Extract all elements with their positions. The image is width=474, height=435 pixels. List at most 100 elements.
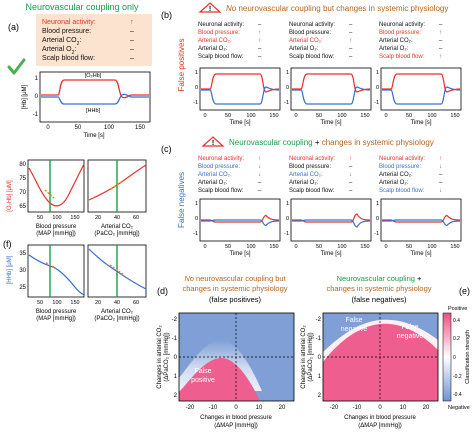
condition-symbol: – (258, 54, 262, 60)
ytick: -1 (374, 231, 379, 237)
xtick: 150 (360, 244, 369, 250)
xtick: 50 (225, 113, 231, 119)
condition-symbol: – (349, 30, 353, 36)
panel-a-xtick: 50 (75, 125, 82, 131)
left-o2hb-map-xtick: 150 (70, 215, 79, 221)
xtick: 100 (337, 244, 346, 250)
panel-a-xtick: 150 (135, 125, 146, 131)
condition-label: Neuronal activity: (289, 22, 335, 28)
o2hb-trace (292, 73, 371, 93)
panel-d-title-line3: (false positives) (209, 295, 262, 304)
panel-e-false-negative-region (323, 313, 438, 352)
panel-a-condition-label: Neuronal activity: (42, 19, 96, 26)
panel-a-ytick: 0 (35, 94, 39, 100)
condition-label: Neuronal activity: (379, 22, 425, 28)
panel-a-condition-symbol: ↑ (130, 19, 134, 26)
ytick: 1 (376, 201, 379, 207)
panel-c-column: Neuronal activity: ↑ Blood pressure: ↓ Arter… (374, 156, 462, 257)
panel-d-xtick: -10 (209, 405, 218, 411)
xlabel: Time [s] (229, 120, 250, 126)
panel-d-title-no: No (184, 274, 194, 283)
panel-a: (a) Neurovascular coupling only Neuronal… (7, 2, 152, 139)
panel-b-label: (b) (161, 10, 172, 20)
colorbar-gradient (442, 312, 452, 402)
condition-symbol: ↑ (349, 156, 352, 162)
panel-b-title-rest: neurovascular coupling but changes in sy… (236, 4, 448, 13)
panel-d-title-line2: changes in systemic physiology (182, 284, 287, 293)
panel-b-columns: Neuronal activity: – Blood pressure: ↑ Arter… (193, 22, 462, 126)
panel-d-xtick: 20 (279, 405, 286, 411)
xlabel: Time [s] (229, 251, 250, 257)
ytick: 1 (195, 201, 198, 207)
panel-e-xtick: -10 (353, 405, 362, 411)
xtick: 50 (316, 244, 322, 250)
hhb-trace (292, 86, 371, 105)
left-o2hb-map-xlabel: Blood pressure (36, 224, 77, 230)
panel-e-ytick: -2 (316, 317, 322, 323)
condition-label: Scalp blood flow: (198, 188, 244, 194)
panel-a-condition-label: Blood pressure: (42, 28, 91, 35)
condition-label: Arterial O₂: (289, 46, 319, 52)
panel-d-xtick: 0 (234, 405, 238, 411)
left-o2hb-paco2-xtick: 40 (114, 215, 120, 221)
panel-e-ytick: 2 (318, 393, 322, 399)
condition-label: Arterial CO₂: (379, 172, 413, 178)
panel-a-condition-symbol: – (130, 28, 134, 35)
xlabel: Time [s] (320, 120, 341, 126)
condition-symbol: ↓ (439, 188, 442, 194)
left-hhb-map-xtick: 50 (37, 300, 43, 306)
panel-c-title-systemic: changes in systemic physiology (322, 138, 434, 147)
left-hhb-paco2-xtick: 40 (114, 300, 120, 306)
left-o2hb-map-curve (28, 163, 85, 207)
panel-d-ytick: -2 (172, 317, 178, 323)
left-hhb-paco2-slope (109, 264, 125, 276)
panel-d-label: (d) (157, 286, 168, 296)
panel-a-legend-o2hb: [O₂Hb] (85, 73, 102, 79)
condition-symbol: ↓ (258, 172, 261, 178)
condition-label: Blood pressure: (289, 164, 331, 170)
condition-label: Scalp blood flow: (198, 54, 244, 60)
condition-symbol: ↓ (349, 172, 352, 178)
ytick: 0 (376, 216, 379, 222)
o2hb-trace (382, 73, 461, 93)
panel-a-ytick: 1 (35, 76, 39, 82)
left-o2hb-ytick: 75 (19, 176, 26, 182)
svg-text:!: ! (212, 140, 214, 147)
time-series-plot (380, 67, 462, 111)
panel-d-xtick: -20 (186, 405, 195, 411)
left-o2hb-ytick: 70 (19, 190, 26, 196)
xtick: 50 (316, 113, 322, 119)
panel-d-xlabel: Changes in blood pressure (200, 415, 272, 421)
condition-symbol: – (258, 180, 262, 186)
hhb-trace (201, 86, 280, 105)
panel-e: Neurovascular coupling + changes in syst… (301, 274, 439, 429)
panel-a-condition-list: Neuronal activity: ↑ Blood pressure: – Arter… (42, 19, 134, 62)
panel-d-false-positive-region (179, 357, 260, 401)
condition-symbol: – (258, 22, 262, 28)
panel-c: (c) ! Neurovascular coupling + changes i… (161, 136, 462, 257)
ytick: -1 (284, 231, 289, 237)
panel-d-xlabel-unit: (ΔMAP [mmHg]) (214, 423, 258, 429)
left-o2hb-map-xtick: 100 (52, 215, 61, 221)
condition-label: Blood pressure: (198, 30, 240, 36)
condition-symbol: – (439, 180, 443, 186)
panel-a-xtick: 100 (104, 125, 115, 131)
xtick: 100 (337, 113, 346, 119)
time-series-plot (290, 67, 372, 111)
hhb-trace (292, 219, 371, 228)
xtick: 150 (269, 244, 278, 250)
panel-a-xlabel: Time [s] (83, 133, 104, 139)
left-o2hb-paco2-xtick: 20 (95, 215, 101, 221)
condition-label: Neuronal activity: (198, 156, 244, 162)
panel-e-xlabel-unit: (ΔMAP [mmHg]) (358, 423, 402, 429)
xlabel: Time [s] (410, 251, 431, 257)
panel-e-xlabel: Changes in blood pressure (344, 415, 416, 421)
panel-e-xtick: 10 (400, 405, 407, 411)
xtick: 0 (294, 113, 297, 119)
xtick: 100 (427, 244, 436, 250)
panel-a-ylabel: [Hb] [μM] (22, 84, 28, 109)
panel-a-condition-label: Arterial CO2: (42, 37, 81, 47)
colorbar-title: Classification strength (465, 330, 471, 384)
condition-symbol: ↓ (439, 164, 442, 170)
